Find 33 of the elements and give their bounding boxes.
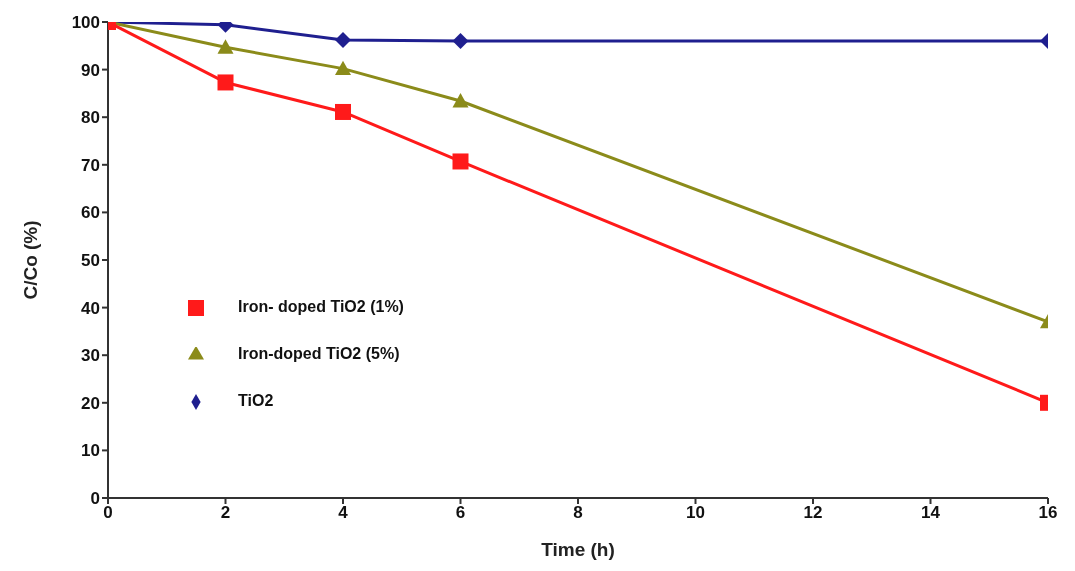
x-tick-label: 6 (455, 503, 466, 523)
y-tick-label: 60 (81, 203, 100, 223)
y-tick-label: 40 (81, 298, 100, 318)
legend-label: Iron- doped TiO2 (1%) (238, 298, 404, 315)
x-tick-label: 16 (1038, 503, 1058, 523)
x-tick-label: 8 (573, 503, 583, 523)
point (335, 32, 351, 49)
legend-label: Iron-doped TiO2 (5%) (238, 345, 400, 362)
y-tick-label: 20 (81, 393, 100, 413)
y-tick-label: 50 (81, 251, 100, 271)
y-tick-label: 90 (81, 60, 100, 80)
x-tick-label: 0 (103, 503, 113, 523)
y-tick-label: 30 (81, 346, 100, 366)
point (452, 33, 469, 50)
point (217, 39, 234, 54)
point (452, 153, 469, 170)
x-tick-label: 2 (220, 503, 231, 523)
x-tick-label: 14 (921, 503, 941, 523)
point (335, 103, 351, 120)
y-tick-label: 80 (81, 108, 100, 128)
y-tick-label: 10 (81, 441, 100, 461)
x-axis-title: Time (h) (541, 539, 615, 560)
y-axis-title: C/Co (%) (19, 220, 41, 300)
y-tick-label: 0 (90, 489, 100, 509)
point (335, 60, 351, 76)
x-tick-label: 4 (338, 503, 349, 523)
y-tick-label: 100 (71, 13, 100, 33)
point (452, 93, 469, 108)
point (217, 74, 234, 91)
legend-label: TiO2 (238, 392, 274, 409)
y-tick-label: 70 (81, 155, 100, 175)
x-tick-label: 10 (686, 503, 705, 523)
x-tick-label: 12 (803, 503, 823, 523)
